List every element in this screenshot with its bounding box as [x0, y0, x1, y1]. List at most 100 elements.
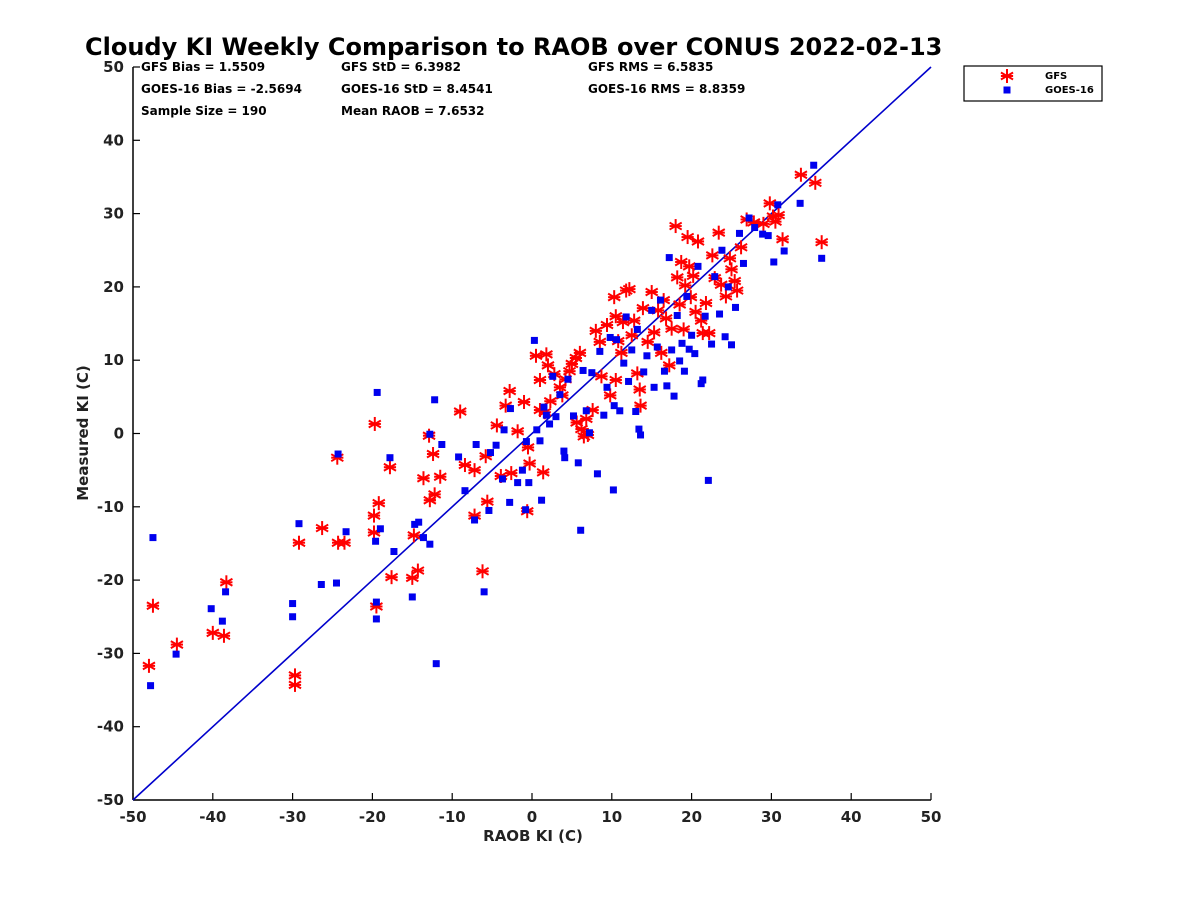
goes16-point	[564, 375, 572, 383]
goes16-point	[577, 526, 585, 534]
gfs-point	[453, 404, 467, 419]
goes16-point	[810, 161, 818, 169]
gfs-point	[724, 262, 739, 277]
gfs-point	[662, 358, 676, 373]
x-axis-label: RAOB KI (C)	[483, 827, 583, 845]
stats-block: GFS Bias = 1.5509 GFS StD = 6.3982 GFS R…	[141, 60, 745, 118]
goes16-point	[680, 367, 688, 375]
goes16-point	[487, 449, 495, 457]
goes16-point	[498, 475, 506, 483]
goes16-point	[622, 313, 630, 321]
goes16-point	[632, 408, 640, 416]
legend-goes-marker	[1003, 86, 1011, 94]
gfs-point	[416, 471, 431, 486]
gfs-point	[686, 268, 700, 283]
goes16-point	[147, 682, 155, 690]
goes16-point	[485, 506, 493, 514]
gfs-point	[665, 321, 679, 336]
goes16-point	[332, 579, 340, 587]
gfs-point	[756, 216, 770, 231]
goes16-point	[461, 487, 469, 495]
gfs-point	[517, 394, 531, 409]
x-tick-label: -30	[279, 808, 306, 826]
gfs-point	[654, 345, 668, 360]
goes16-point	[373, 388, 381, 396]
gfs-point	[681, 230, 695, 245]
gfs-point	[383, 460, 397, 475]
goes16-point	[426, 540, 434, 548]
y-tick-label: -20	[97, 571, 124, 589]
goes16-point	[472, 440, 480, 448]
goes16-point	[149, 534, 157, 542]
goes16-point	[697, 380, 705, 388]
gfs-point	[808, 175, 822, 190]
goes16-point	[518, 466, 526, 474]
goes16-point	[588, 369, 596, 377]
goes16-point	[574, 459, 582, 467]
goes16-point	[620, 359, 628, 367]
gfs-point	[723, 251, 737, 266]
gfs-point	[673, 297, 687, 312]
goes16-point	[745, 214, 753, 222]
gfs-point	[633, 398, 648, 413]
goes16-point	[606, 333, 614, 341]
gfs-point	[776, 232, 790, 247]
goes16-point	[731, 303, 739, 311]
legend-goes-square	[1003, 86, 1011, 94]
gfs-point	[503, 383, 517, 398]
gfs-point	[428, 487, 442, 502]
gfs-series	[142, 167, 829, 692]
stat-gfs-bias: GFS Bias = 1.5509	[141, 60, 265, 74]
plot-axes: -50 -40 -30 -20 -10 0 10 20 30 40 50 50 40 30 20 10 0 -10…	[97, 58, 942, 826]
goes16-point	[704, 476, 712, 484]
goes16-point	[289, 613, 297, 621]
goes16-point	[514, 479, 522, 487]
gfs-point	[677, 322, 691, 337]
goes16-point	[533, 426, 541, 434]
gfs-point	[627, 313, 641, 328]
goes16-point	[711, 273, 719, 281]
gfs-point	[728, 274, 742, 289]
goes16-point	[699, 376, 707, 384]
x-tick-label: -10	[439, 808, 466, 826]
gfs-point	[217, 628, 231, 643]
one-to-one-line	[132, 66, 932, 801]
goes16-point	[685, 345, 693, 353]
goes16-point	[648, 306, 656, 314]
gfs-point	[539, 347, 553, 362]
gfs-point	[367, 508, 381, 523]
gfs-point	[511, 424, 525, 439]
goes16-point	[549, 372, 557, 380]
gfs-point	[541, 358, 555, 373]
gfs-point	[609, 372, 623, 387]
goes16-point	[560, 447, 568, 455]
gfs-point	[411, 563, 425, 578]
gfs-point	[699, 296, 713, 311]
goes16-point	[222, 588, 230, 596]
goes16-point	[625, 377, 633, 385]
goes16-point	[593, 470, 601, 478]
gfs-point	[170, 637, 184, 652]
goes16-point	[764, 232, 772, 240]
x-tick-label: -20	[359, 808, 386, 826]
goes16-point	[172, 650, 180, 658]
goes16-point	[735, 229, 743, 237]
goes16-point	[455, 453, 463, 461]
gfs-point	[573, 345, 587, 360]
goes16-point	[616, 407, 624, 415]
gfs-point	[206, 625, 220, 640]
goes16-point	[701, 312, 709, 320]
x-tick-label: 20	[681, 808, 702, 826]
gfs-point	[669, 219, 683, 234]
gfs-point	[702, 326, 716, 341]
gfs-point	[219, 575, 233, 590]
goes16-point	[525, 479, 533, 487]
gfs-point	[407, 528, 421, 543]
goes16-point	[770, 258, 778, 266]
goes16-point	[751, 224, 759, 232]
goes16-point	[683, 292, 691, 300]
goes16-point	[633, 325, 641, 333]
y-tick-label: 0	[114, 425, 124, 443]
goes16-point	[530, 336, 538, 344]
